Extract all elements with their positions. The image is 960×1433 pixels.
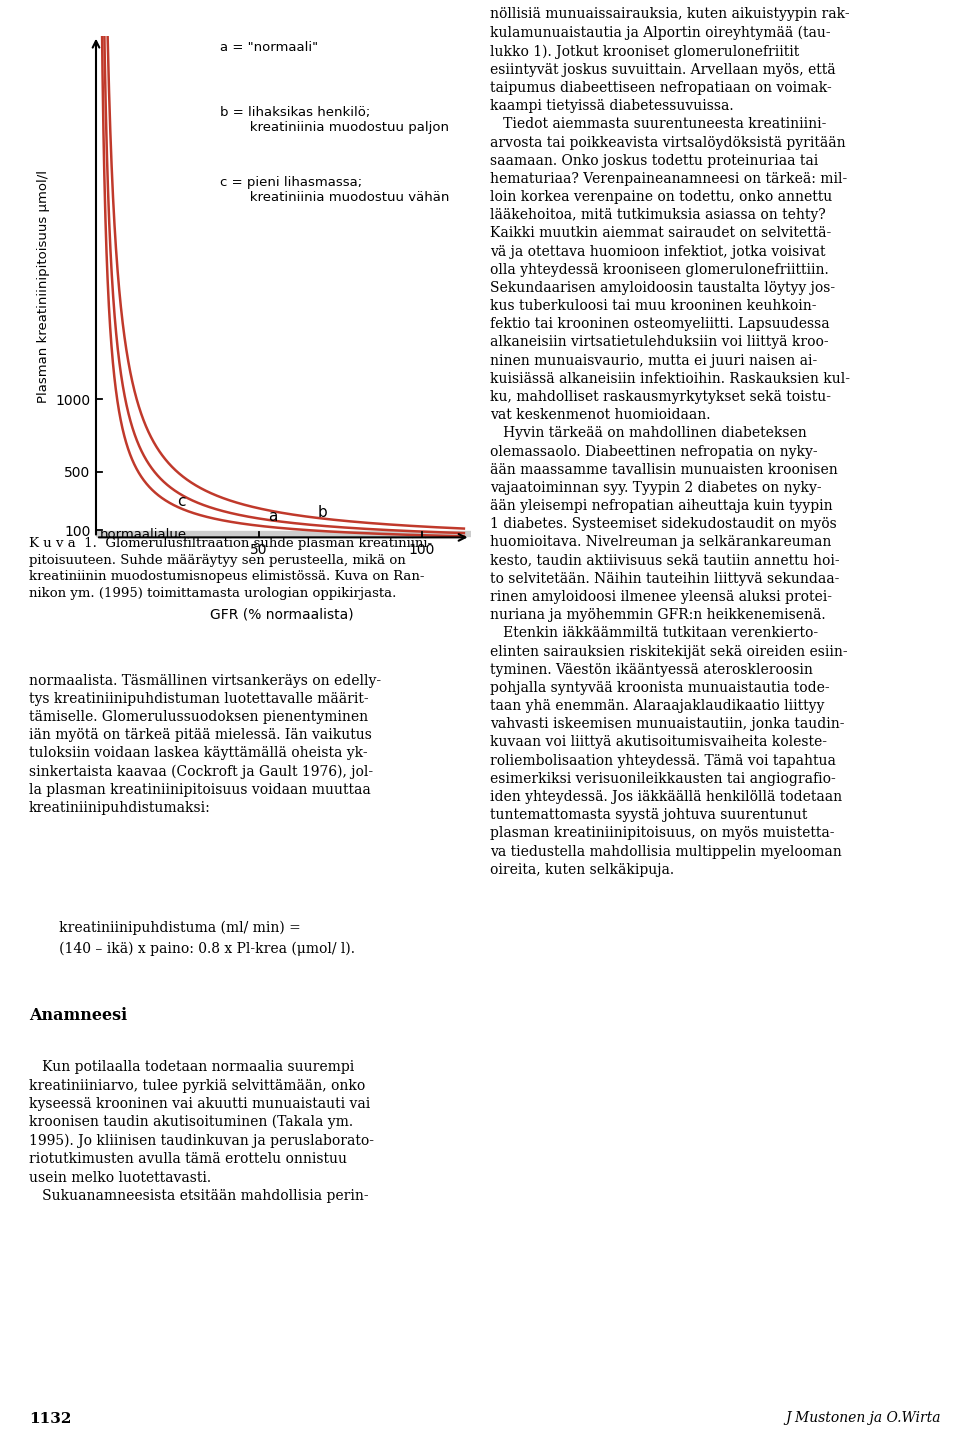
- Text: b: b: [318, 504, 327, 520]
- Text: Kun potilaalla todetaan normaalia suurempi
kreatiniiniarvo, tulee pyrkiä selvitt: Kun potilaalla todetaan normaalia suurem…: [29, 1060, 373, 1202]
- Text: GFR (% normaalista): GFR (% normaalista): [209, 608, 353, 620]
- Text: a = "normaali": a = "normaali": [220, 42, 318, 54]
- Text: a: a: [269, 509, 278, 524]
- Y-axis label: Plasman kreatiniinipitoisuus μmol/l: Plasman kreatiniinipitoisuus μmol/l: [36, 171, 50, 403]
- Text: b = lihaksikas henkilö;
       kreatiniinia muodostuu paljon: b = lihaksikas henkilö; kreatiniinia muo…: [220, 106, 448, 135]
- Text: c: c: [178, 494, 186, 509]
- Text: kreatiniinipuhdistuma (ml/ min) =
   (140 – ikä) x paino: 0.8 x Pl-krea (μmol/ l: kreatiniinipuhdistuma (ml/ min) = (140 –…: [46, 921, 355, 956]
- Text: J Mustonen ja O.Wirta: J Mustonen ja O.Wirta: [785, 1410, 941, 1424]
- Text: normaalista. Täsmällinen virtsankeräys on edelly-
tys kreatiniinipuhdistuman luo: normaalista. Täsmällinen virtsankeräys o…: [29, 674, 381, 815]
- Text: 1132: 1132: [29, 1412, 71, 1426]
- Text: K u v a  1.  Glomerulusfiltraation suhde plasman kreatiniini-
pitoisuuteen. Suhd: K u v a 1. Glomerulusfiltraation suhde p…: [29, 537, 432, 600]
- Text: Anamneesi: Anamneesi: [29, 1006, 127, 1023]
- Text: normaalialue: normaalialue: [99, 527, 186, 540]
- Text: nöllisiä munuaissairauksia, kuten aikuistyypin rak-
kulamunuaistautia ja Alporti: nöllisiä munuaissairauksia, kuten aikuis…: [490, 7, 850, 877]
- Text: c = pieni lihasmassa;
       kreatiniinia muodostuu vähän: c = pieni lihasmassa; kreatiniinia muodo…: [220, 176, 449, 205]
